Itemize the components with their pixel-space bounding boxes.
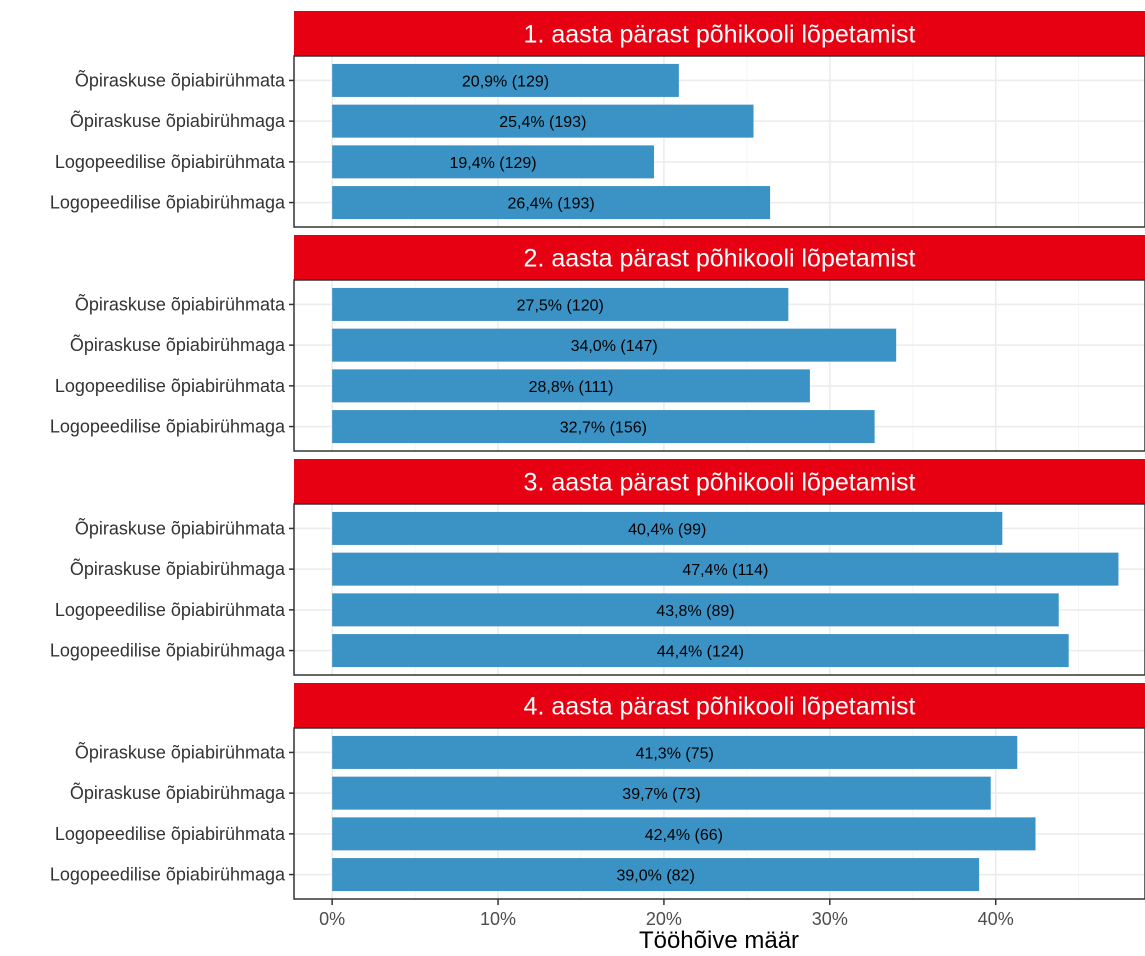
bar-label: 27,5% (120) bbox=[517, 297, 604, 314]
category-label: Logopeedilise õpiabirühmaga bbox=[50, 865, 286, 885]
bar bbox=[332, 328, 897, 362]
bar bbox=[332, 63, 679, 97]
category-label: Logopeedilise õpiabirühmaga bbox=[50, 417, 286, 437]
bar-label: 28,8% (111) bbox=[529, 379, 614, 396]
bar-label: 42,4% (66) bbox=[645, 827, 723, 844]
x-tick-label: 10% bbox=[480, 909, 516, 929]
bar bbox=[332, 104, 754, 138]
x-axis: 0% 10% 20% 30% 40% bbox=[319, 899, 1014, 929]
bar-label: 43,8% (89) bbox=[656, 603, 734, 620]
bar bbox=[332, 735, 1018, 769]
facet-strip bbox=[294, 459, 1145, 504]
x-tick-label: 20% bbox=[646, 909, 682, 929]
panel-border bbox=[293, 55, 1145, 228]
bar-label: 40,4% (99) bbox=[628, 521, 706, 538]
bar-label: 26,4% (193) bbox=[508, 196, 595, 213]
bar-label: 47,4% (114) bbox=[682, 562, 768, 579]
bar-label: 32,7% (156) bbox=[560, 420, 647, 437]
bar-label: 20,9% (129) bbox=[462, 73, 549, 90]
category-label: Logopeedilise õpiabirühmata bbox=[55, 600, 286, 620]
facet-strip bbox=[294, 683, 1145, 728]
facet-title: 4. aasta pärast põhikooli lõpetamist bbox=[524, 693, 916, 721]
facet-title: 2. aasta pärast põhikooli lõpetamist bbox=[524, 245, 916, 273]
category-label: Õpiraskuse õpiabirühmaga bbox=[70, 782, 286, 803]
category-label: Õpiraskuse õpiabirühmaga bbox=[70, 558, 286, 579]
bar bbox=[332, 776, 991, 810]
bar bbox=[332, 369, 810, 403]
bar bbox=[332, 593, 1059, 627]
facet-strip bbox=[294, 11, 1145, 56]
category-label: Logopeedilise õpiabirühmata bbox=[55, 152, 286, 172]
bar-label: 39,7% (73) bbox=[622, 786, 700, 803]
category-label: Logopeedilise õpiabirühmata bbox=[55, 376, 286, 396]
panel-border bbox=[293, 279, 1145, 452]
bar bbox=[332, 145, 654, 179]
category-label: Õpiraskuse õpiabirühmata bbox=[75, 293, 286, 314]
bar bbox=[332, 511, 1003, 545]
facet-3: 3. aasta pärast põhikooli lõpetamist 40,4… bbox=[50, 459, 1145, 676]
category-label: Õpiraskuse õpiabirühmata bbox=[75, 69, 286, 90]
bar-label: 41,3% (75) bbox=[636, 745, 714, 762]
bar-label: 19,4% (129) bbox=[449, 155, 536, 172]
bar bbox=[332, 858, 980, 892]
category-label: Õpiraskuse õpiabirühmata bbox=[75, 517, 286, 538]
category-label: Õpiraskuse õpiabirühmaga bbox=[70, 110, 286, 131]
facet-title: 1. aasta pärast põhikooli lõpetamist bbox=[524, 21, 916, 49]
bar-label: 34,0% (147) bbox=[571, 338, 658, 355]
category-label: Logopeedilise õpiabirühmaga bbox=[50, 641, 286, 661]
facet-strip bbox=[294, 235, 1145, 280]
category-label: Õpiraskuse õpiabirühmaga bbox=[70, 334, 286, 355]
bar-label: 39,0% (82) bbox=[617, 868, 695, 885]
bar bbox=[332, 287, 789, 321]
panel-border bbox=[293, 503, 1145, 676]
facet-4: 4. aasta pärast põhikooli lõpetamist 41,3… bbox=[50, 683, 1145, 900]
x-axis-title: Tööhõive määr bbox=[639, 927, 799, 954]
facet-title: 3. aasta pärast põhikooli lõpetamist bbox=[524, 469, 916, 497]
category-label: Õpiraskuse õpiabirühmata bbox=[75, 741, 286, 762]
x-tick-label: 40% bbox=[978, 909, 1014, 929]
category-label: Logopeedilise õpiabirühmata bbox=[55, 824, 286, 844]
bar bbox=[332, 410, 875, 444]
facet-2: 2. aasta pärast põhikooli lõpetamist 27,5… bbox=[50, 235, 1145, 452]
bar-label: 25,4% (193) bbox=[499, 114, 586, 131]
facet-1: 1. aasta pärast põhikooli lõpetamist 20,9… bbox=[50, 11, 1145, 228]
x-tick-label: 30% bbox=[812, 909, 848, 929]
bar-label: 44,4% (124) bbox=[657, 644, 744, 661]
bar bbox=[332, 634, 1069, 668]
category-label: Logopeedilise õpiabirühmaga bbox=[50, 193, 286, 213]
panel-border bbox=[293, 727, 1145, 900]
bar bbox=[332, 817, 1036, 851]
bar bbox=[332, 552, 1119, 586]
bar bbox=[332, 186, 771, 220]
x-tick-label: 0% bbox=[319, 909, 345, 929]
